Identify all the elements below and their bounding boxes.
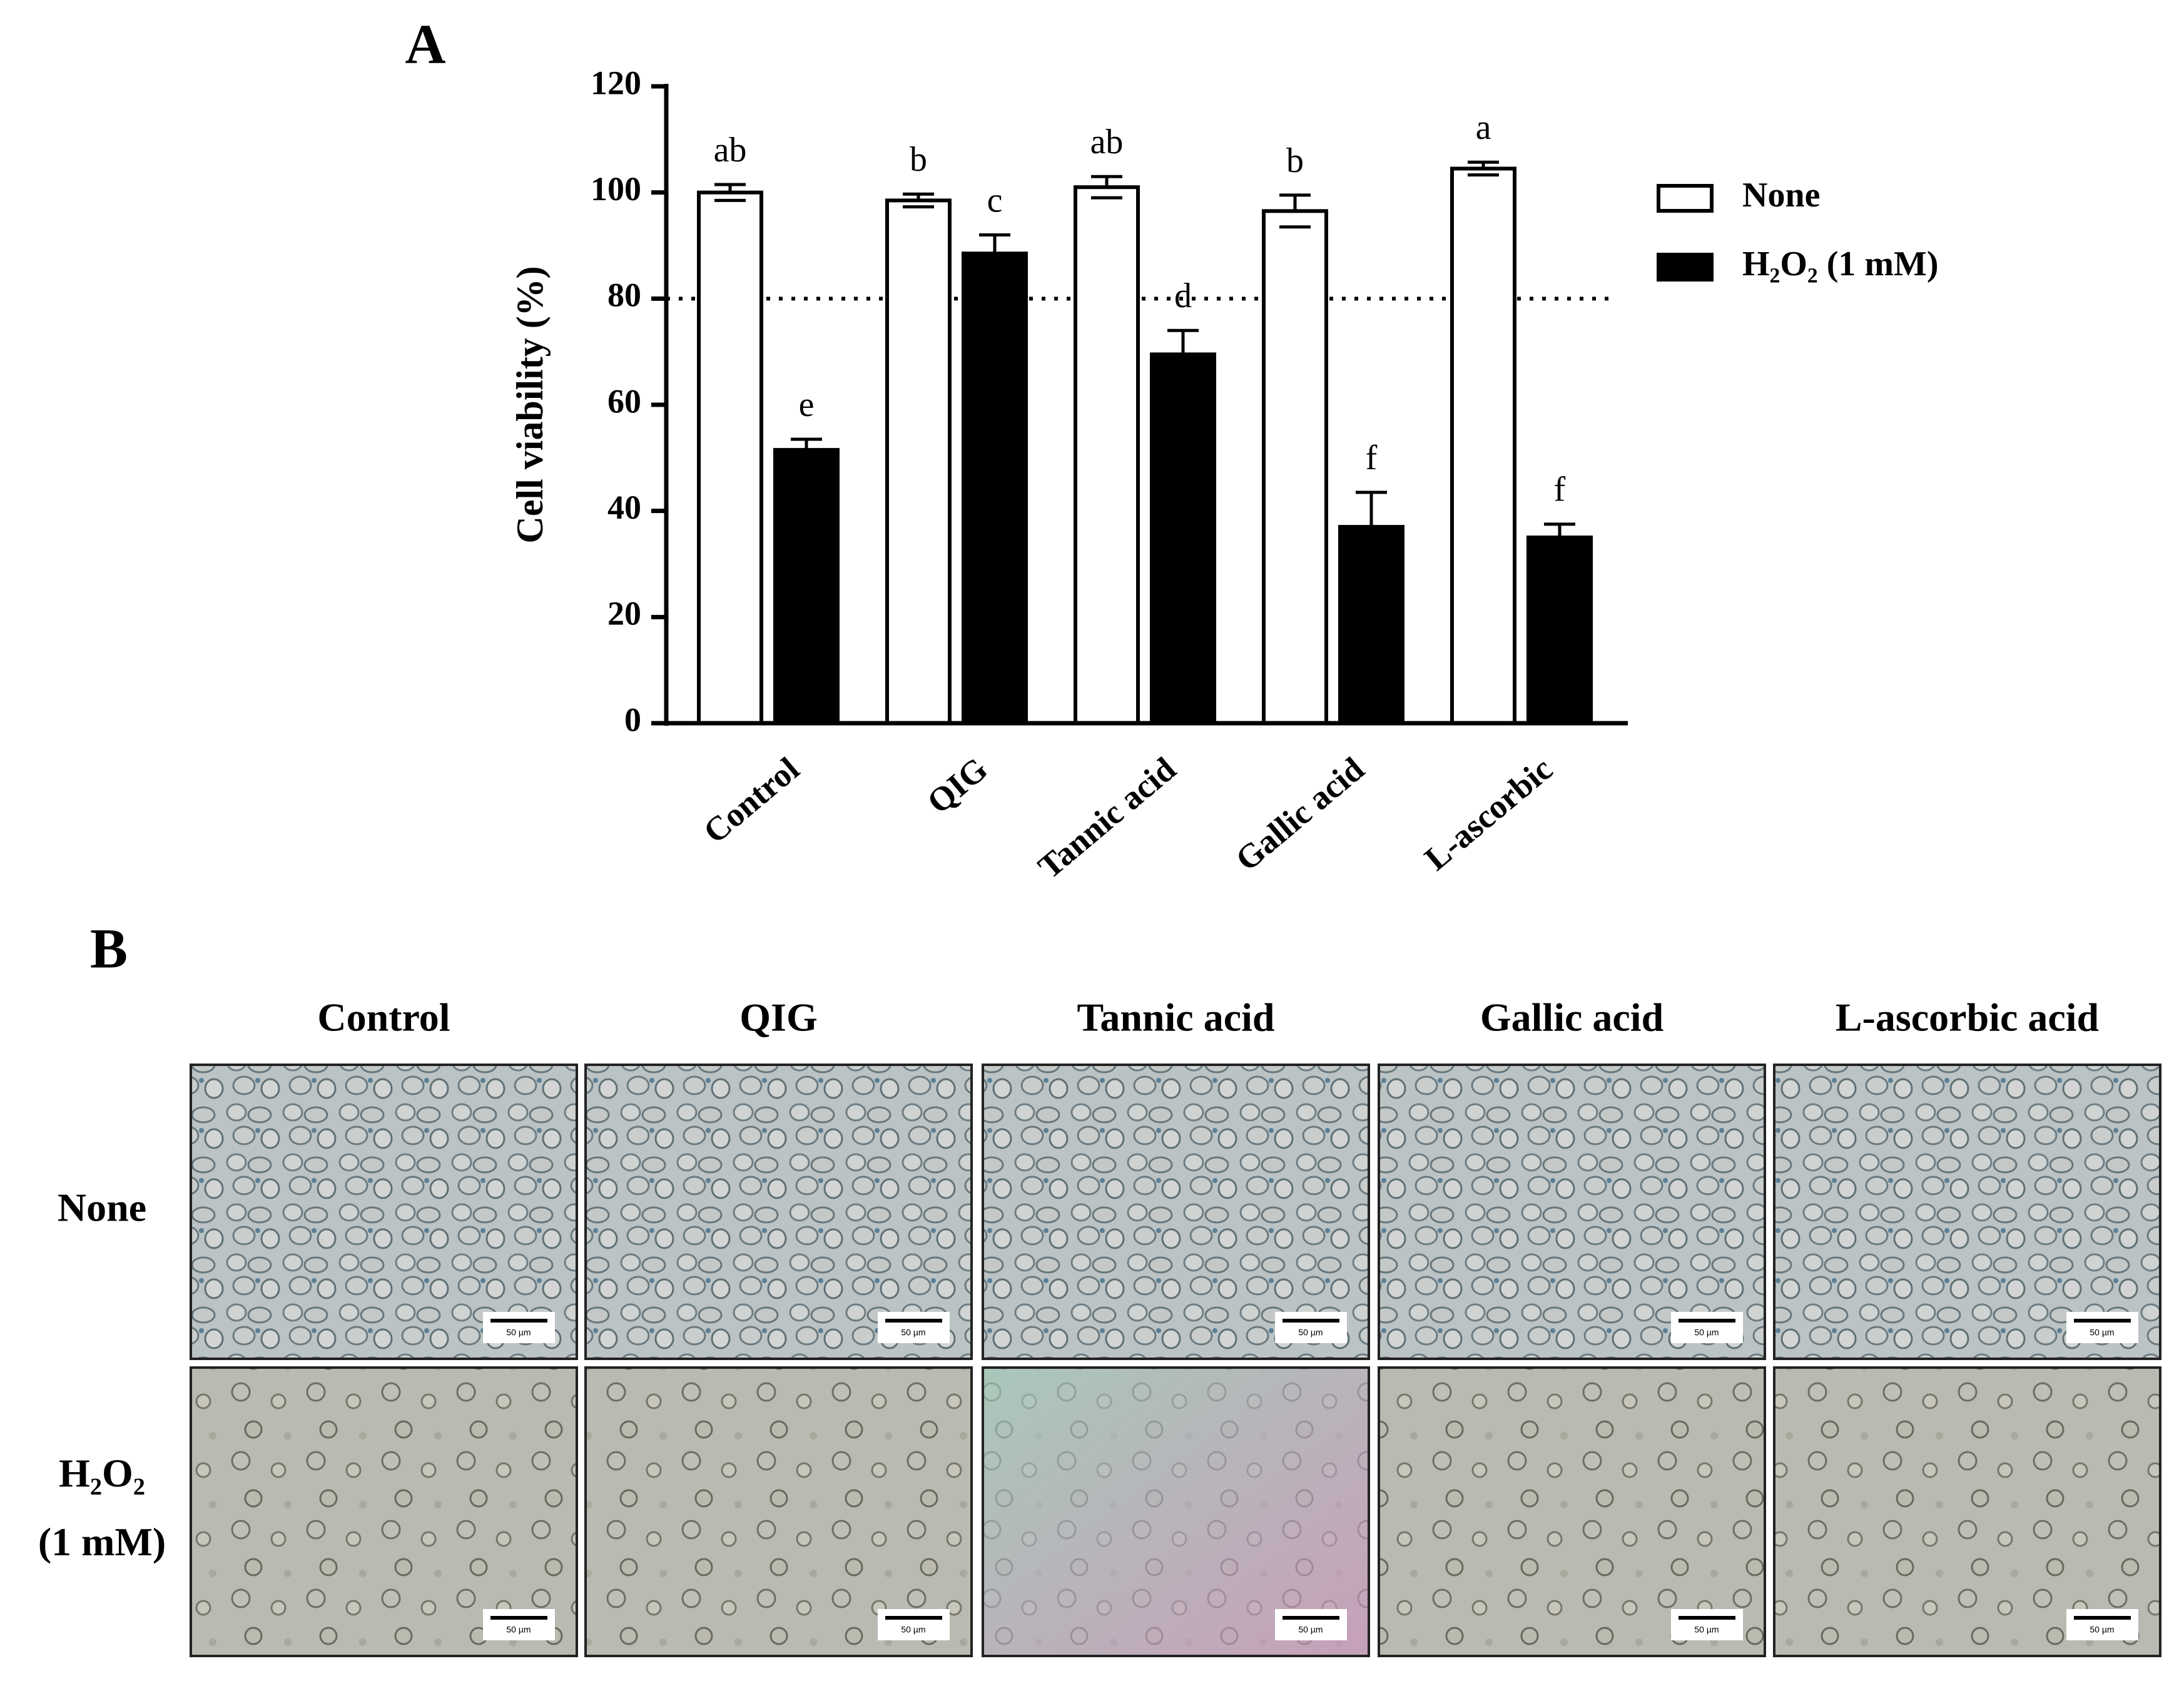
- legend-swatch: [1657, 253, 1714, 282]
- x-tick-label: Control: [696, 750, 806, 851]
- scale-bar-label: 50 µm: [2090, 1625, 2114, 1635]
- micrograph-border: [190, 1064, 578, 1360]
- row-label: None: [58, 1186, 146, 1230]
- micrograph-border: [982, 1064, 1370, 1360]
- micrograph-cells: [1379, 1065, 1765, 1359]
- column-header: L-ascorbic acid: [1836, 995, 2099, 1040]
- row-label: H₂O₂: [59, 1451, 145, 1495]
- significance-letter: a: [1476, 108, 1491, 147]
- micrograph-cells: [1774, 1065, 2160, 1359]
- micrograph-cells: [586, 1368, 972, 1656]
- micrograph-cells: [191, 1065, 577, 1359]
- significance-letter: c: [987, 181, 1003, 220]
- significance-letter: f: [1366, 439, 1378, 477]
- significance-letter: f: [1554, 470, 1566, 509]
- bar: [885, 198, 952, 725]
- scale-bar-label: 50 µm: [1298, 1328, 1323, 1338]
- micrograph-cells: [1774, 1368, 2160, 1656]
- bar: [1150, 352, 1216, 725]
- micrograph-border: [1773, 1064, 2161, 1360]
- micrograph-cells: [1379, 1368, 1765, 1656]
- legend-swatch: [1657, 184, 1714, 213]
- micrograph-border: [1378, 1064, 1766, 1360]
- significance-letter: ab: [1090, 123, 1124, 161]
- significance-letter: b: [910, 140, 927, 179]
- micrograph-cells: [191, 1368, 577, 1656]
- x-tick-label: L-ascorbic: [1418, 750, 1560, 878]
- micrograph-border: [584, 1366, 973, 1657]
- scale-bar-box: [483, 1609, 555, 1640]
- y-axis-label: Cell viability (%): [509, 266, 551, 543]
- column-header: Control: [317, 995, 450, 1040]
- column-header: Gallic acid: [1480, 995, 1663, 1040]
- micrograph-cells: [586, 1065, 972, 1359]
- micrograph-cells: [983, 1065, 1369, 1359]
- bar: [773, 448, 840, 725]
- scale-bar-label: 50 µm: [2090, 1328, 2114, 1338]
- scale-bar-box: [878, 1609, 950, 1640]
- column-header: Tannic acid: [1077, 995, 1275, 1040]
- scale-bar-label: 50 µm: [901, 1625, 925, 1635]
- y-tick-label: 80: [607, 277, 641, 314]
- legend-label: H₂O₂ (1 mM): [1742, 245, 1939, 283]
- bar: [1338, 525, 1404, 725]
- significance-letter: d: [1174, 277, 1192, 315]
- scale-bar-label: 50 µm: [1694, 1328, 1719, 1338]
- micrograph-border: [584, 1064, 973, 1360]
- significance-letter: ab: [714, 131, 747, 170]
- scale-bar-box: [1275, 1312, 1347, 1343]
- scale-bar-box: [1671, 1609, 1743, 1640]
- significance-letter: b: [1286, 141, 1304, 180]
- scale-bar-label: 50 µm: [1298, 1625, 1323, 1635]
- y-tick-label: 100: [591, 170, 641, 208]
- micrograph-border: [982, 1366, 1370, 1657]
- micrograph-border: [190, 1366, 578, 1657]
- y-tick-label: 120: [591, 64, 641, 101]
- micrograph-border: [1773, 1366, 2161, 1657]
- bar: [1450, 166, 1516, 726]
- significance-letter: e: [799, 385, 815, 424]
- scale-bar-box: [878, 1312, 950, 1343]
- legend-label: None: [1742, 176, 1820, 215]
- x-tick-label: QIG: [920, 750, 995, 821]
- scale-bar-box: [2066, 1312, 2138, 1343]
- bar: [1262, 209, 1328, 725]
- x-tick-label: Tannic acid: [1031, 750, 1183, 886]
- scale-bar-label: 50 µm: [506, 1328, 531, 1338]
- micrograph-border: [1378, 1366, 1766, 1657]
- y-tick-label: 60: [607, 382, 641, 420]
- panel-label: A: [405, 14, 446, 76]
- y-tick-label: 0: [624, 701, 641, 738]
- bar: [1526, 536, 1593, 725]
- scale-bar-box: [1671, 1312, 1743, 1343]
- bar: [697, 190, 763, 725]
- scale-bar-label: 50 µm: [506, 1625, 531, 1635]
- bar: [1074, 185, 1140, 725]
- scale-bar-box: [2066, 1609, 2138, 1640]
- bar: [962, 251, 1028, 726]
- scale-bar-box: [483, 1312, 555, 1343]
- scale-bar-label: 50 µm: [1694, 1625, 1719, 1635]
- row-label: (1 mM): [38, 1520, 166, 1564]
- column-header: QIG: [739, 995, 817, 1040]
- scale-bar-label: 50 µm: [901, 1328, 925, 1338]
- y-tick-label: 40: [607, 489, 641, 526]
- scale-bar-box: [1275, 1609, 1347, 1640]
- micrograph-tint: [983, 1368, 1369, 1656]
- panel-label: B: [90, 918, 128, 980]
- x-tick-label: Gallic acid: [1229, 750, 1371, 878]
- y-tick-label: 20: [607, 595, 641, 632]
